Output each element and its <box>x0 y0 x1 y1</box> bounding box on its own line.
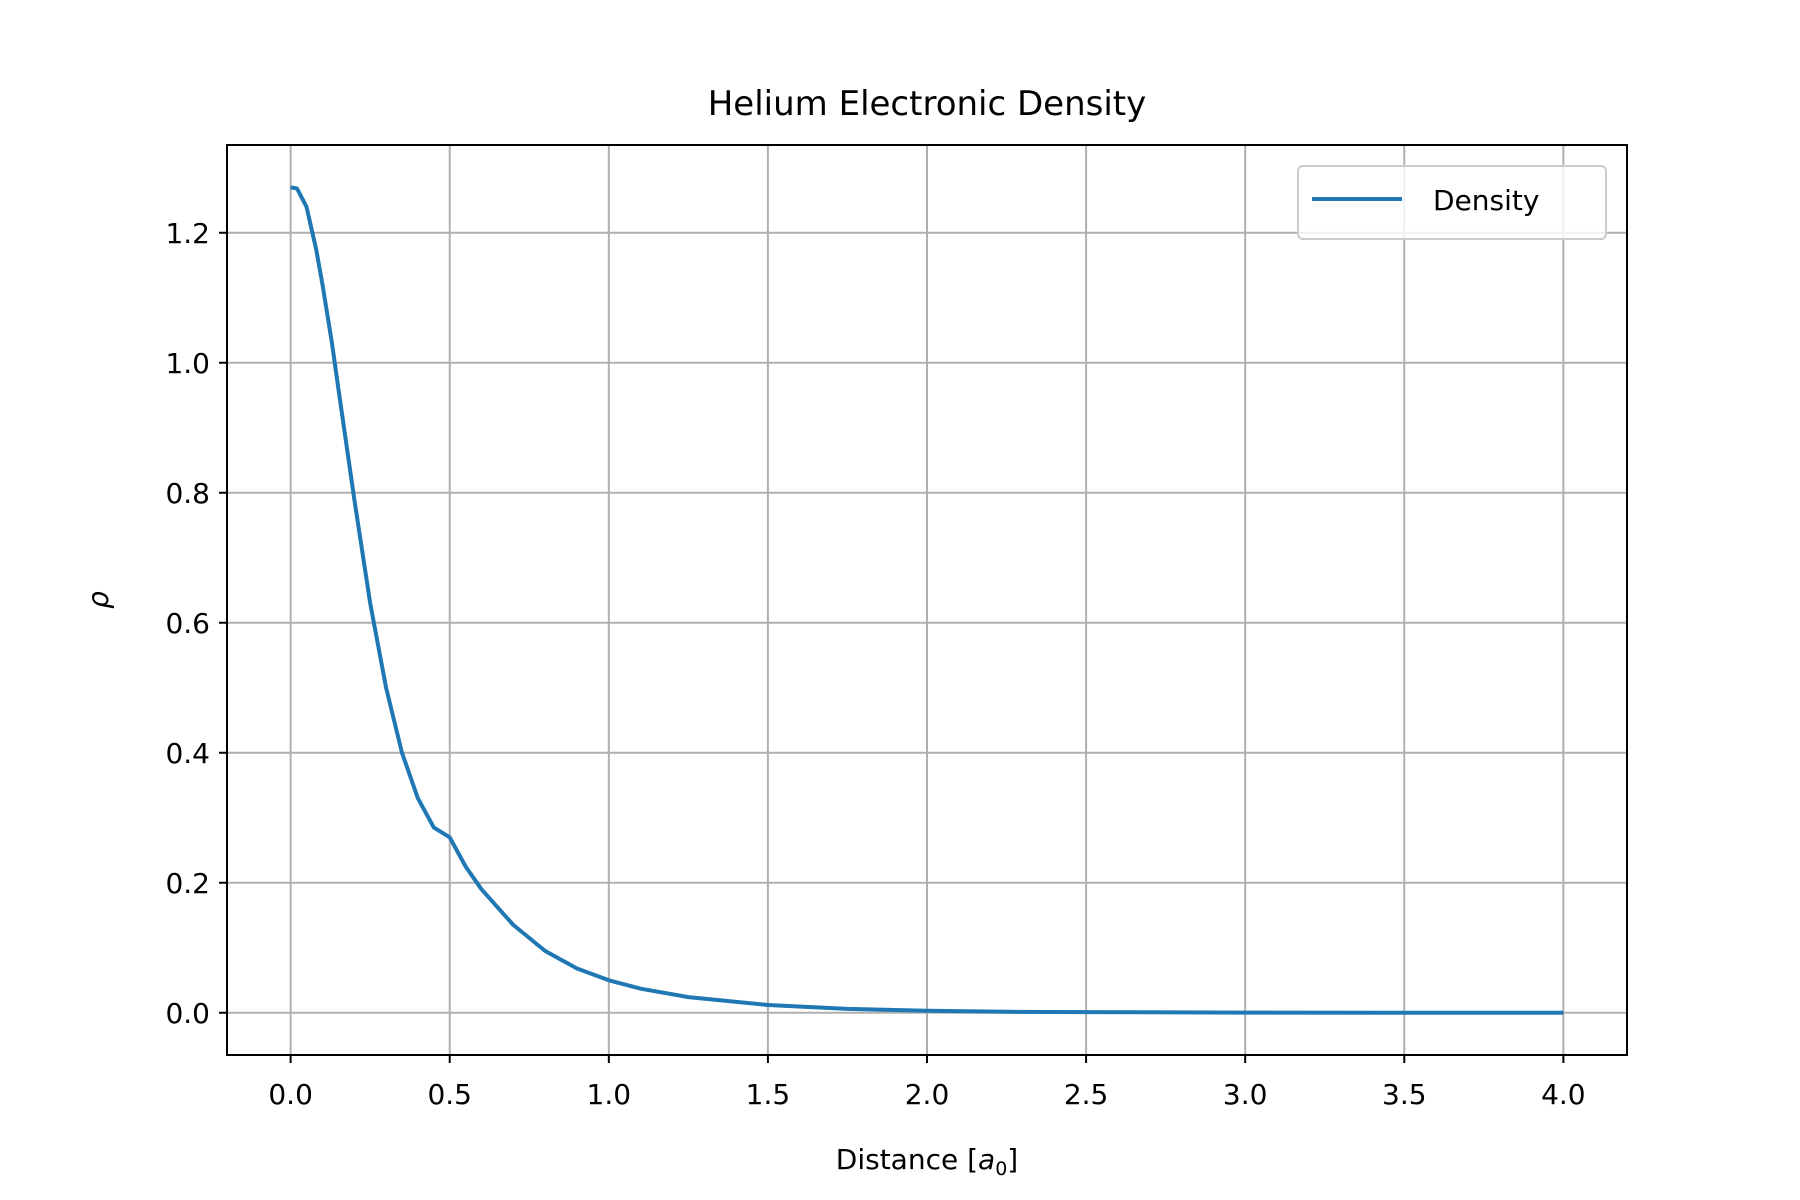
y-axis-label: ρ <box>82 591 115 609</box>
x-tick-label: 2.0 <box>905 1078 950 1111</box>
y-tick-label: 1.2 <box>165 217 210 250</box>
x-tick-label: 1.5 <box>746 1078 791 1111</box>
legend-box <box>1297 165 1607 240</box>
x-tick-label: 0.5 <box>427 1078 472 1111</box>
x-tick-label: 1.0 <box>587 1078 632 1111</box>
ticks: 0.0 0.5 1.0 1.5 2.0 2.5 3.0 3.5 4.0 0.0 0.2 0.4 0.6 0… <box>165 217 1585 1111</box>
y-tick-label: 0.6 <box>165 607 210 640</box>
y-tick-label: 0.4 <box>165 737 210 770</box>
legend: Density <box>1297 165 1607 240</box>
x-axis-label-variable: a <box>978 1143 995 1176</box>
series-line-density <box>290 185 1564 1015</box>
x-axis-label: Distance [a0] <box>836 1143 1018 1180</box>
x-tick-label: 3.0 <box>1223 1078 1268 1111</box>
y-tick-label: 1.0 <box>165 347 210 380</box>
x-tick-label: 2.5 <box>1064 1078 1109 1111</box>
y-tick-label: 0.2 <box>165 867 210 900</box>
chart-title: Helium Electronic Density <box>708 84 1147 124</box>
x-axis-label-suffix: ] <box>1007 1143 1018 1176</box>
legend-label-density: Density <box>1433 184 1539 217</box>
x-tick-label: 4.0 <box>1541 1078 1586 1111</box>
x-axis-label-subscript: 0 <box>995 1158 1007 1180</box>
x-tick-label: 3.5 <box>1382 1078 1427 1111</box>
x-tick-label: 0.0 <box>268 1078 313 1111</box>
series-layer <box>290 185 1564 1015</box>
y-tick-label: 0.8 <box>165 477 210 510</box>
y-tick-label: 0.0 <box>165 997 210 1030</box>
x-axis-label-prefix: Distance [ <box>836 1143 978 1176</box>
